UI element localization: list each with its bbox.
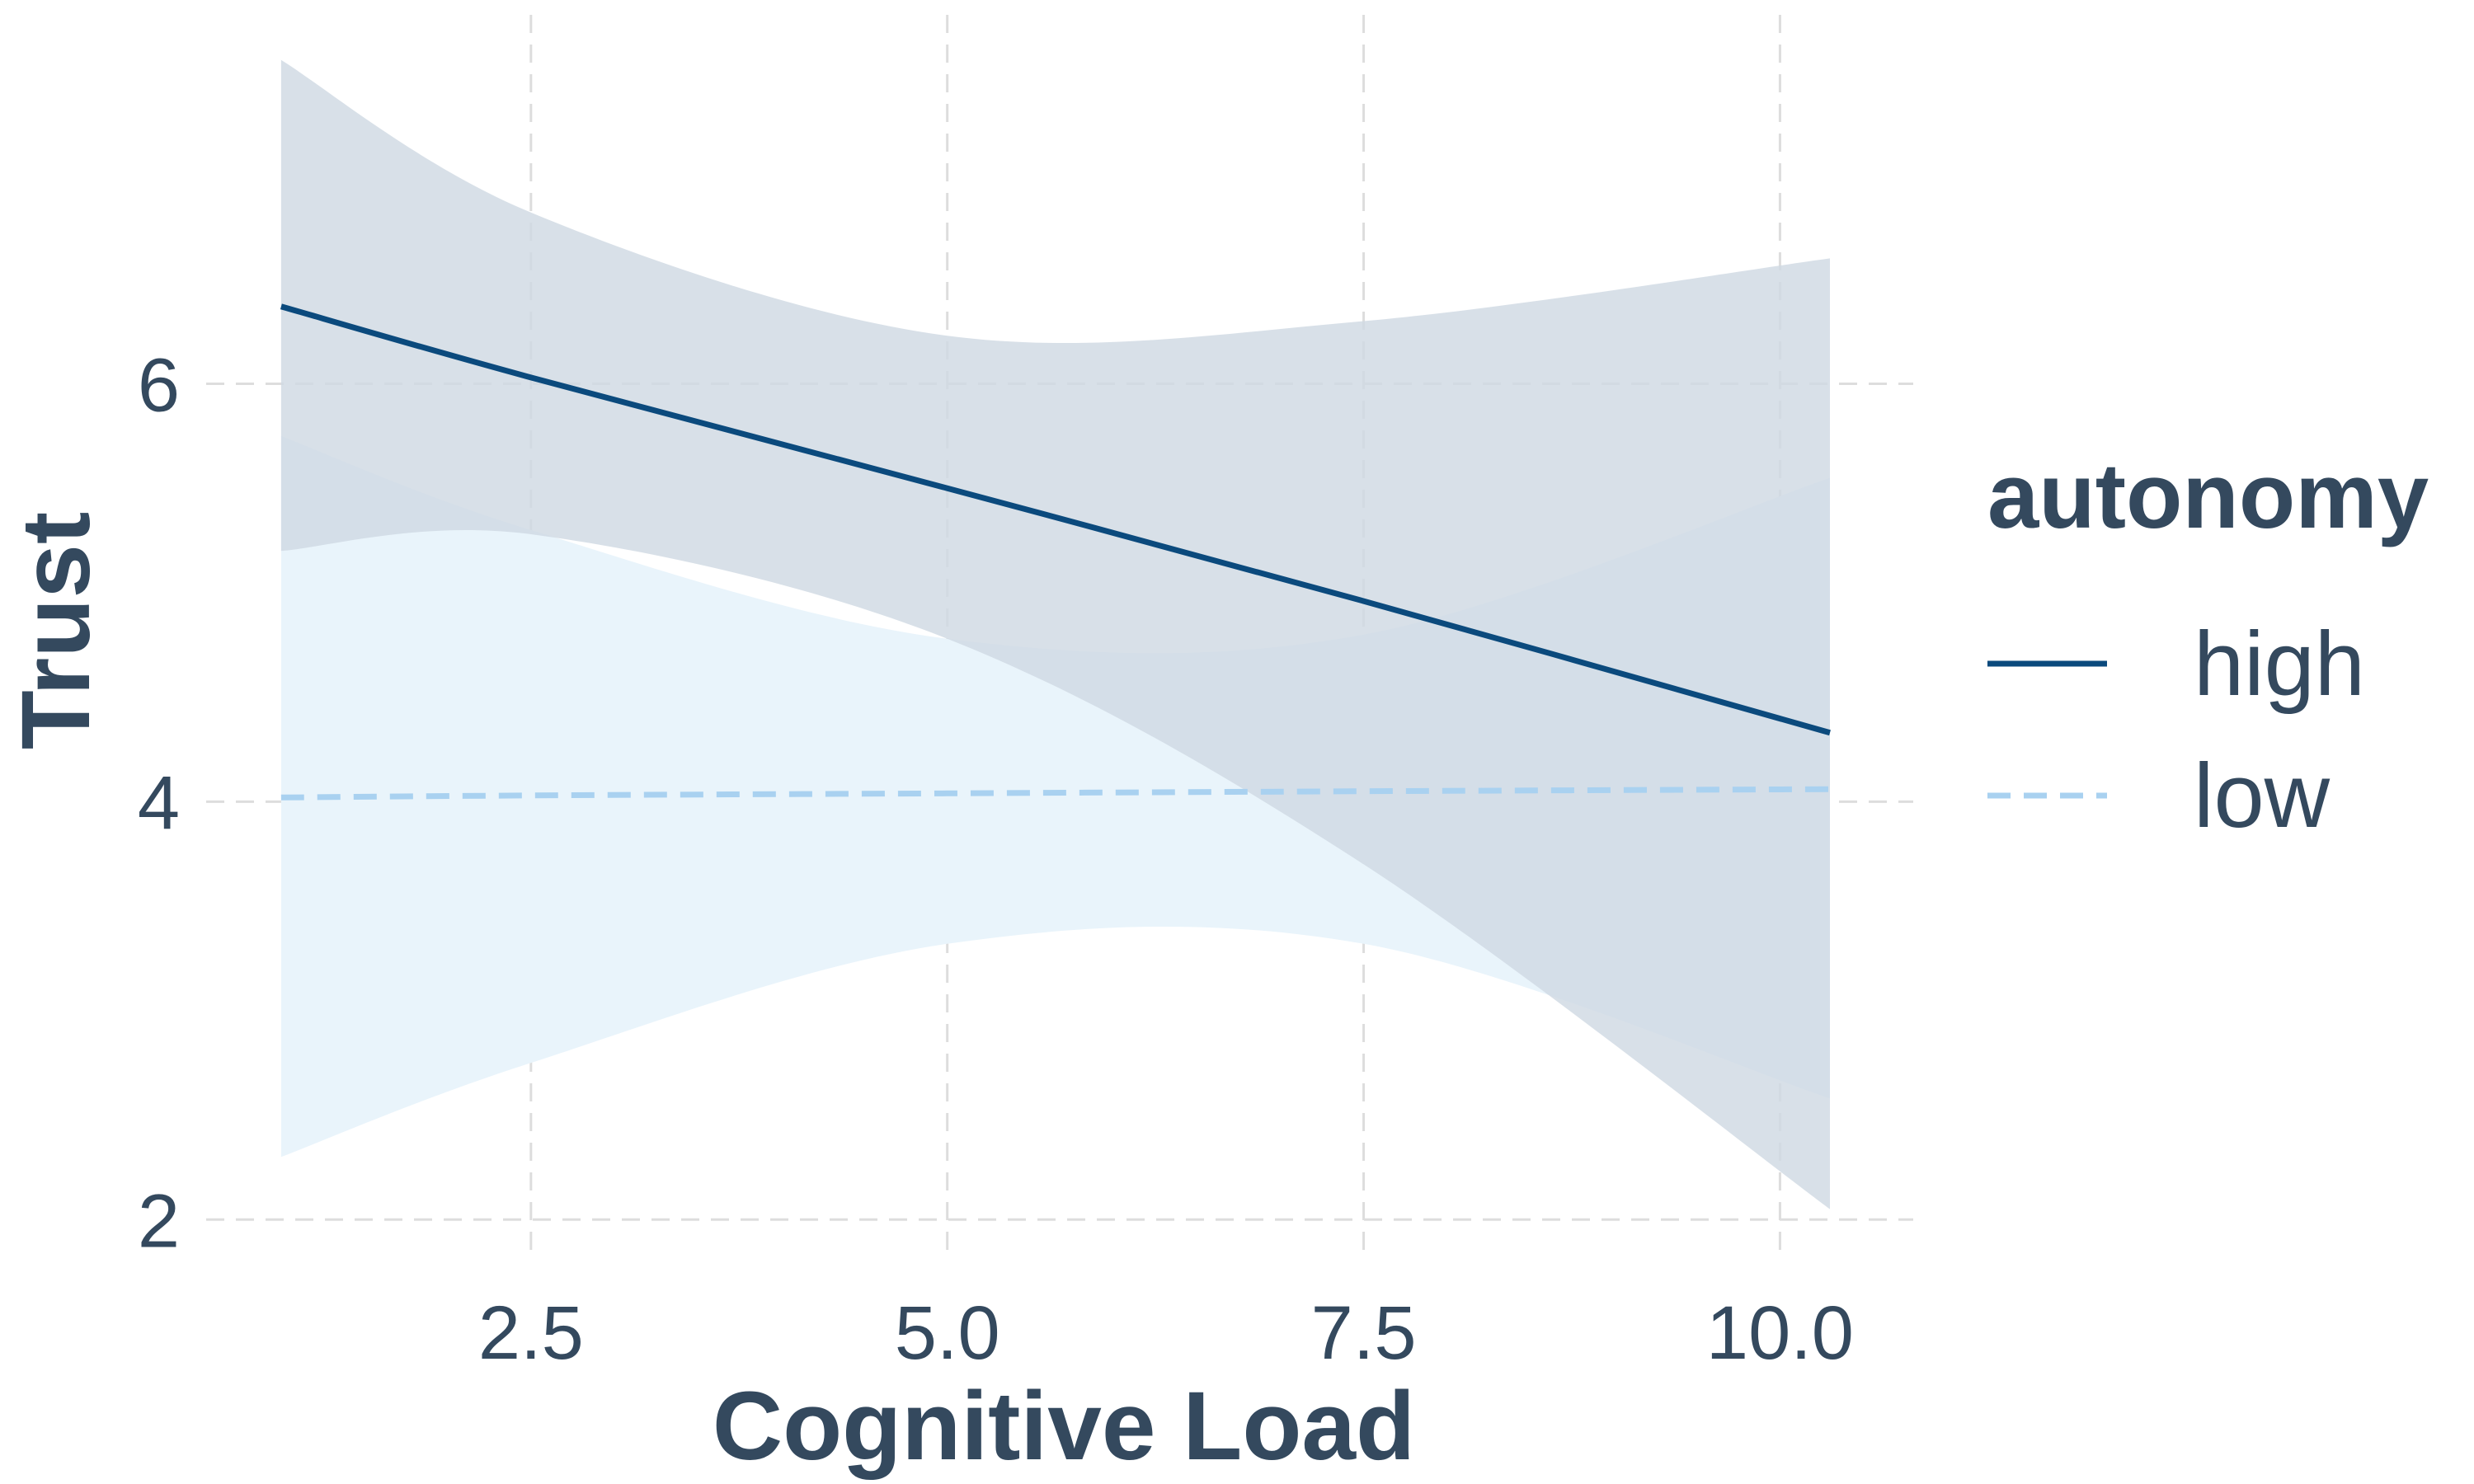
legend-item-low: low — [1987, 745, 2331, 847]
legend-item-high: high — [1987, 613, 2365, 715]
y-tick-label: 2 — [138, 1179, 180, 1263]
x-axis-title: Cognitive Load — [713, 1372, 1415, 1481]
ci-band-high — [280, 59, 1830, 1209]
confidence-bands — [280, 59, 1830, 1209]
y-tick-label: 4 — [138, 761, 180, 845]
legend-items: high low — [1987, 613, 2365, 847]
y-tick-label: 6 — [138, 344, 180, 428]
y-axis-title: Trust — [2, 512, 111, 750]
legend-title: autonomy — [1987, 444, 2429, 547]
x-tick-label: 5.0 — [895, 1291, 1000, 1375]
series-line-low — [280, 786, 1831, 801]
series-line-high — [280, 303, 1831, 736]
x-tick-label: 2.5 — [478, 1291, 584, 1375]
x-tick-label: 7.5 — [1311, 1291, 1417, 1375]
legend: autonomy high low — [1987, 444, 2429, 847]
series-lines — [280, 303, 1831, 801]
tick-labels: 2.5 5.0 7.5 10.0 2 4 6 — [138, 344, 1854, 1375]
legend-label-low: low — [2194, 745, 2331, 847]
legend-label-high: high — [2194, 613, 2365, 715]
x-tick-label: 10.0 — [1706, 1291, 1854, 1375]
